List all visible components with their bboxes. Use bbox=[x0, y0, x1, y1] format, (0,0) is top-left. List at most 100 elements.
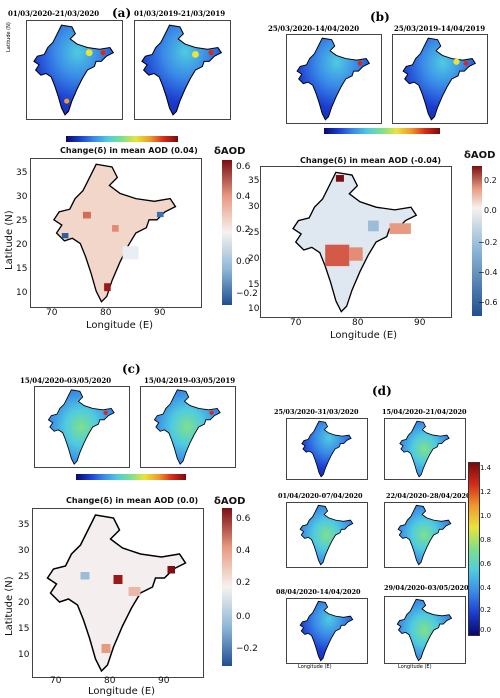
panel-c-cbar-tick-3: 0.0 bbox=[236, 612, 251, 622]
panel-d-map-5 bbox=[384, 596, 466, 664]
panel-d-date-4: 08/04/2020-14/04/2020 bbox=[276, 588, 361, 596]
panel-a-lon-tick-70: 70 bbox=[46, 308, 58, 318]
panel-c-lat-label: Latitude (N) bbox=[4, 576, 15, 636]
panel-c-lon-label: Longitude (E) bbox=[88, 686, 156, 697]
panel-c-cbar-tick-4: −0.2 bbox=[236, 644, 258, 654]
panel-d-map-3 bbox=[384, 502, 466, 568]
panel-a-date-2020: 01/03/2020-21/03/2020 bbox=[8, 9, 100, 18]
panel-b-lon-tick-90: 90 bbox=[414, 318, 426, 328]
panel-c-lat-tick-10: 10 bbox=[18, 650, 30, 660]
panel-b-lat-tick-30: 30 bbox=[248, 202, 260, 212]
panel-a-lat-tick-15: 15 bbox=[16, 264, 28, 274]
panel-d-date-0: 25/03/2020-31/03/2020 bbox=[274, 408, 359, 416]
panel-d-cbar-tick-3: 0.8 bbox=[480, 536, 492, 544]
panel-c-lon-tick-80: 80 bbox=[104, 676, 116, 686]
panel-c-lat-tick-35: 35 bbox=[18, 520, 30, 530]
panel-b-diff-colorbar bbox=[472, 166, 482, 316]
panel-c-change-title: Change(δ) in mean AOD (0.0) bbox=[66, 496, 199, 505]
panel-c-cbar-title: δAOD bbox=[214, 496, 246, 507]
panel-b-lat-tick-35: 35 bbox=[248, 176, 260, 186]
panel-b-lat-tick-10: 10 bbox=[248, 304, 260, 314]
panel-a-lat-tick-25: 25 bbox=[16, 216, 28, 226]
panel-d-date-5: 29/04/2020-03/05/2020 bbox=[384, 584, 469, 592]
panel-a-aod-colorbar bbox=[66, 136, 178, 142]
panel-c-lat-tick-20: 20 bbox=[18, 598, 30, 608]
panel-b-lon-label: Longitude (E) bbox=[330, 330, 398, 341]
panel-d-lon-label-right: Longitude (E) bbox=[398, 664, 432, 670]
panel-d-label: (d) bbox=[372, 384, 392, 398]
panel-b-lat-tick-20: 20 bbox=[248, 254, 260, 264]
panel-a-lat-label: Latitude (N) bbox=[4, 210, 15, 270]
panel-c-diff-colorbar bbox=[222, 508, 232, 666]
panel-a-lat-tick-30: 30 bbox=[16, 192, 28, 202]
panel-b-cbar-tick-3: −0.4 bbox=[478, 268, 498, 277]
panel-c-map-2020 bbox=[34, 386, 130, 468]
panel-b-cbar-tick-1: 0.0 bbox=[484, 206, 497, 215]
panel-d-map-1 bbox=[384, 418, 466, 480]
panel-a-map-2019 bbox=[134, 20, 231, 120]
panel-a-change-map bbox=[30, 158, 202, 308]
panel-a-lon-label: Longitude (E) bbox=[86, 320, 154, 331]
panel-a-cbar-tick-3: 0.0 bbox=[236, 257, 251, 267]
panel-a-cbar-tick-0: 0.6 bbox=[236, 162, 251, 172]
panel-c-lon-tick-90: 90 bbox=[158, 676, 170, 686]
panel-b-date-2019: 25/03/2019-14/04/2019 bbox=[394, 24, 486, 33]
panel-c-cbar-tick-1: 0.4 bbox=[236, 546, 251, 556]
panel-a-cbar-tick-2: 0.2 bbox=[236, 225, 251, 235]
panel-d-cbar-tick-2: 1.0 bbox=[480, 512, 492, 520]
panel-a-map-2020 bbox=[26, 20, 123, 120]
panel-c-date-2020: 15/04/2020-03/05/2020 bbox=[20, 376, 112, 385]
panel-d-cbar-tick-4: 0.6 bbox=[480, 560, 492, 568]
panel-b-label: (b) bbox=[370, 10, 390, 24]
panel-d-cbar-tick-6: 0.2 bbox=[480, 606, 492, 614]
panel-b-change-title: Change(δ) in mean AOD (-0.04) bbox=[300, 156, 442, 165]
panel-b-lat-tick-15: 15 bbox=[248, 280, 260, 290]
panel-c-label: (c) bbox=[122, 362, 141, 376]
panel-c-date-2019: 15/04/2019-03/05/2019 bbox=[144, 376, 236, 385]
panel-c-lat-tick-30: 30 bbox=[18, 546, 30, 556]
panel-a-change-title: Change(δ) in mean AOD (0.04) bbox=[60, 146, 198, 155]
panel-d-map-0 bbox=[286, 418, 368, 480]
panel-a-small-lat-label: Latitude (N) bbox=[6, 22, 12, 52]
panel-d-date-2: 01/04/2020-07/04/2020 bbox=[278, 492, 363, 500]
panel-b-cbar-tick-0: 0.2 bbox=[484, 176, 497, 185]
panel-d-map-4 bbox=[286, 598, 368, 664]
panel-c-change-map bbox=[32, 508, 204, 678]
panel-a-lat-tick-10: 10 bbox=[16, 288, 28, 298]
panel-a-date-2019: 01/03/2019-21/03/2019 bbox=[134, 9, 226, 18]
panel-a-cbar-tick-1: 0.4 bbox=[236, 192, 251, 202]
panel-b-lon-tick-80: 80 bbox=[352, 318, 364, 328]
panel-a-diff-colorbar bbox=[222, 160, 232, 305]
panel-b-cbar-tick-2: −0.2 bbox=[478, 238, 498, 247]
panel-d-lon-label-left: Longitude (E) bbox=[298, 664, 332, 670]
panel-b-aod-colorbar bbox=[324, 128, 440, 134]
panel-a-lat-tick-20: 20 bbox=[16, 240, 28, 250]
panel-a-cbar-title: δAOD bbox=[214, 146, 246, 157]
panel-d-cbar-tick-1: 1.2 bbox=[480, 488, 492, 496]
panel-b-lat-tick-25: 25 bbox=[248, 228, 260, 238]
panel-a-lon-tick-80: 80 bbox=[100, 308, 112, 318]
panel-c-lat-tick-15: 15 bbox=[18, 624, 30, 634]
panel-d-map-2 bbox=[286, 502, 368, 568]
panel-c-map-2019 bbox=[140, 386, 236, 468]
panel-d-date-3: 22/04/2020-28/04/2020 bbox=[386, 492, 471, 500]
panel-a-label: (a) bbox=[112, 6, 132, 20]
panel-b-date-2020: 25/03/2020-14/04/2020 bbox=[268, 24, 360, 33]
panel-b-map-2019 bbox=[392, 34, 488, 124]
panel-d-cbar-tick-0: 1.4 bbox=[480, 464, 492, 472]
panel-a-cbar-tick-4: −0.2 bbox=[236, 289, 258, 299]
panel-c-aod-colorbar bbox=[76, 474, 186, 480]
panel-d-cbar-tick-7: 0.0 bbox=[480, 626, 492, 634]
panel-b-lon-tick-70: 70 bbox=[290, 318, 302, 328]
panel-c-cbar-tick-2: 0.2 bbox=[236, 578, 251, 588]
panel-b-map-2020 bbox=[286, 34, 382, 124]
panel-d-cbar-tick-5: 0.4 bbox=[480, 584, 492, 592]
panel-c-cbar-tick-0: 0.6 bbox=[236, 514, 251, 524]
panel-c-lat-tick-25: 25 bbox=[18, 572, 30, 582]
panel-d-date-1: 15/04/2020-21/04/2020 bbox=[382, 408, 467, 416]
panel-c-lon-tick-70: 70 bbox=[50, 676, 62, 686]
panel-b-cbar-tick-4: −0.6 bbox=[478, 298, 498, 307]
panel-b-cbar-title: δAOD bbox=[464, 150, 496, 161]
panel-b-change-map bbox=[260, 166, 452, 318]
panel-d-aod-colorbar bbox=[468, 462, 480, 636]
